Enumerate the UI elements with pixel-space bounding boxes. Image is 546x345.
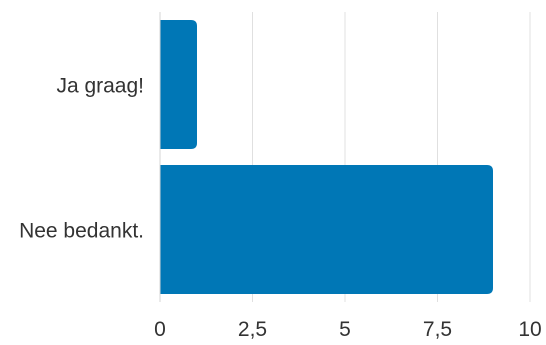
- labels: 0 2,5 5 7,5 10 Ja graag! Nee bedankt.: [19, 75, 542, 342]
- x-tick-label: 7,5: [423, 318, 452, 340]
- x-tick-label: 0: [154, 318, 166, 340]
- x-tick-label: 2,5: [238, 318, 267, 340]
- bar: [160, 19, 197, 150]
- category-label: Ja graag!: [56, 75, 144, 98]
- x-tick-label: 5: [339, 318, 351, 340]
- category-label: Nee bedankt.: [19, 220, 144, 243]
- bar: [160, 164, 493, 295]
- bars: [160, 19, 493, 295]
- x-tick-label: 10: [518, 318, 541, 340]
